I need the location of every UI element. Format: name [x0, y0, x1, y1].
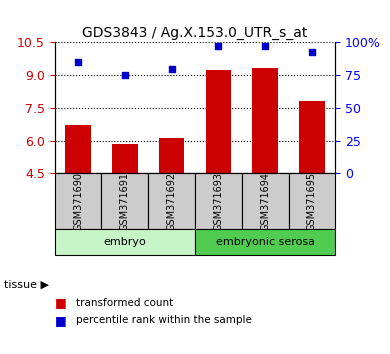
Bar [195, 173, 242, 229]
Point [168, 66, 175, 72]
Point [122, 72, 128, 78]
Bar [65, 125, 91, 173]
Bar [252, 68, 278, 173]
Bar [206, 70, 231, 173]
Bar [195, 229, 335, 255]
Title: GDS3843 / Ag.X.153.0_UTR_s_at: GDS3843 / Ag.X.153.0_UTR_s_at [82, 26, 308, 40]
Text: embryo: embryo [103, 237, 146, 247]
Bar [148, 173, 195, 229]
Text: GSM371690: GSM371690 [73, 172, 83, 231]
Bar [289, 173, 335, 229]
Text: embryonic serosa: embryonic serosa [216, 237, 315, 247]
Point [262, 44, 268, 49]
Text: transformed count: transformed count [76, 298, 173, 308]
Text: ■: ■ [55, 296, 66, 309]
Point [309, 49, 315, 55]
Text: GSM371692: GSM371692 [167, 172, 177, 231]
Text: ■: ■ [55, 314, 66, 327]
Text: GSM371693: GSM371693 [213, 172, 223, 231]
Point [215, 44, 222, 49]
Text: GSM371695: GSM371695 [307, 172, 317, 231]
Text: tissue ▶: tissue ▶ [4, 280, 49, 290]
Point [75, 59, 81, 65]
Bar [242, 173, 289, 229]
Text: GSM371691: GSM371691 [120, 172, 130, 231]
Bar [299, 101, 325, 173]
Bar [55, 229, 195, 255]
Text: GSM371694: GSM371694 [260, 172, 270, 231]
Bar [55, 173, 101, 229]
Bar [101, 173, 148, 229]
Bar [112, 144, 138, 173]
Bar [159, 138, 184, 173]
Text: percentile rank within the sample: percentile rank within the sample [76, 315, 252, 325]
